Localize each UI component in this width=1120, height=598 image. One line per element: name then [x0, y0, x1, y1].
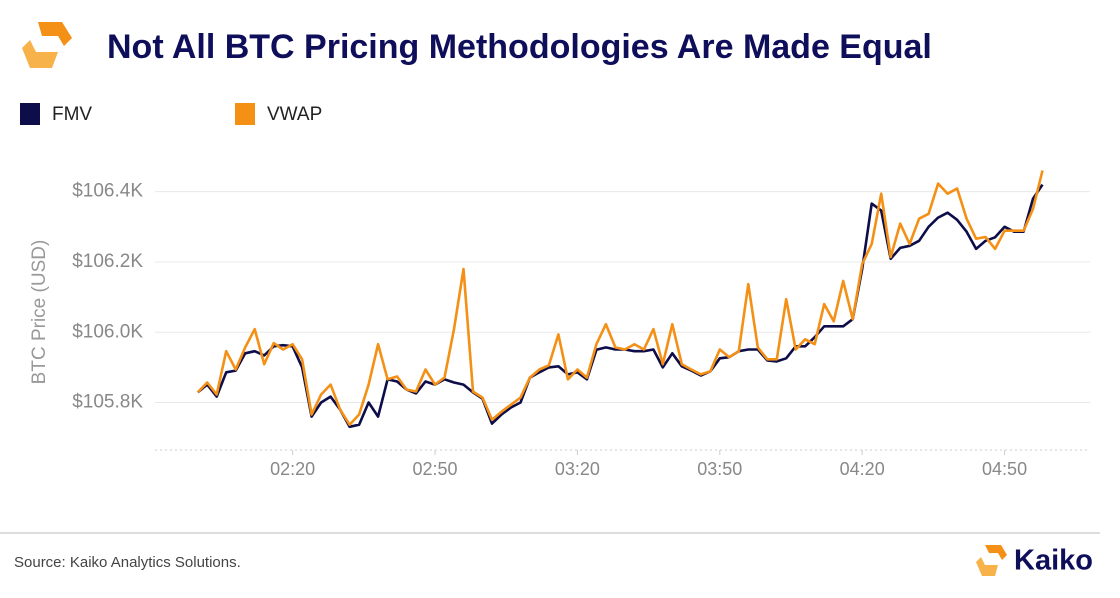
legend-swatch — [235, 103, 255, 125]
x-tick-label: 02:50 — [413, 459, 458, 479]
x-tick-label: 02:20 — [270, 459, 315, 479]
source-note: Source: Kaiko Analytics Solutions. — [14, 554, 241, 571]
y-axis-label: BTC Price (USD) — [29, 240, 50, 385]
y-tick-label: $106.0K — [72, 321, 143, 342]
x-tick-label: 04:50 — [982, 459, 1027, 479]
x-tick-label: 03:20 — [555, 459, 600, 479]
x-tick-label: 04:20 — [840, 459, 885, 479]
legend-label: VWAP — [267, 104, 322, 125]
legend-label: FMV — [52, 104, 92, 125]
footer-logo — [976, 545, 1007, 576]
x-tick-label: 03:50 — [697, 459, 742, 479]
header-logo — [22, 22, 72, 68]
chart-title: Not All BTC Pricing Methodologies Are Ma… — [107, 28, 932, 66]
series-line — [196, 170, 1044, 426]
y-tick-label: $106.2K — [72, 251, 143, 272]
y-tick-label: $106.4K — [72, 181, 143, 202]
brand-name: Kaiko — [1014, 545, 1093, 577]
y-tick-label: $105.8K — [72, 392, 143, 413]
legend-swatch — [20, 103, 40, 125]
